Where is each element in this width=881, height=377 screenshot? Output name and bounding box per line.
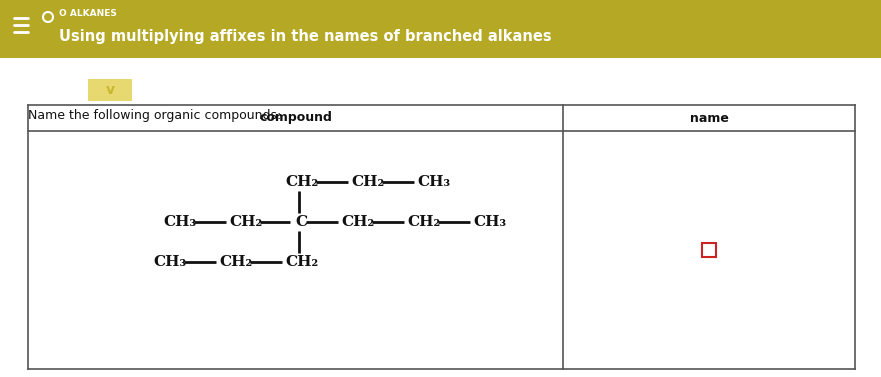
Text: CH₂: CH₂: [285, 255, 318, 269]
Text: name: name: [690, 112, 729, 124]
Text: CH₃: CH₃: [163, 215, 196, 229]
Text: CH₂: CH₂: [407, 215, 440, 229]
Text: O ALKANES: O ALKANES: [59, 9, 117, 18]
Bar: [88, 79, 132, 101]
Text: C: C: [295, 215, 307, 229]
Text: CH₃: CH₃: [153, 255, 186, 269]
Text: CH₂: CH₂: [351, 175, 384, 189]
Text: CH₂: CH₂: [219, 255, 252, 269]
Text: Name the following organic compounds:: Name the following organic compounds:: [28, 109, 281, 121]
Text: CH₃: CH₃: [473, 215, 506, 229]
Bar: [702, 243, 716, 257]
Text: CH₂: CH₂: [341, 215, 374, 229]
Text: CH₃: CH₃: [417, 175, 450, 189]
Text: v: v: [106, 83, 115, 97]
Text: CH₂: CH₂: [285, 175, 318, 189]
Bar: [0, 0, 881, 58]
Text: compound: compound: [259, 112, 332, 124]
Text: CH₂: CH₂: [229, 215, 263, 229]
Text: Using multiplying affixes in the names of branched alkanes: Using multiplying affixes in the names o…: [59, 29, 552, 43]
